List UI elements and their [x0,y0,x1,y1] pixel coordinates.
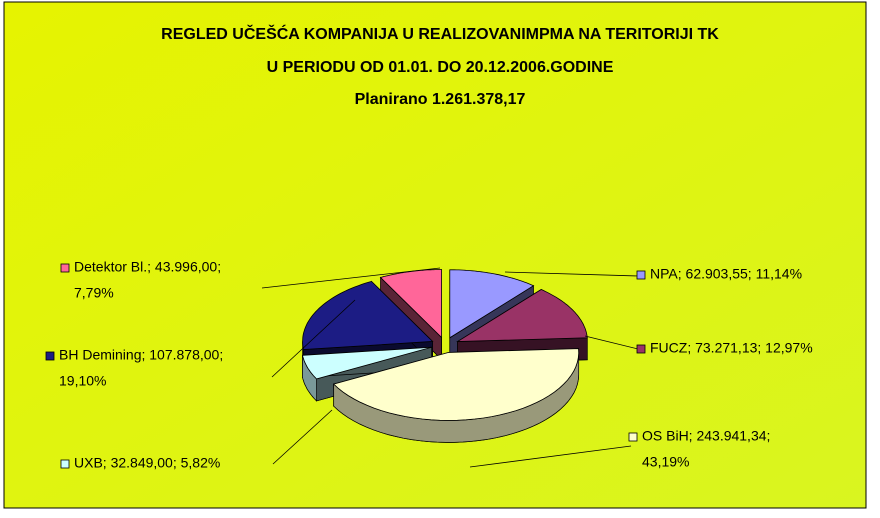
legend-swatch [45,351,55,361]
leader-line [504,271,639,277]
legend-swatch [60,263,70,273]
legend-swatch [628,432,638,442]
annotation: Planirano 1.261.378,17 [355,91,526,108]
data-label: BH Demining; 107.878,00; [59,347,223,363]
pie-slice [449,269,535,339]
chart-title: REGLED UČEŠĆA KOMPANIJA U REALIZOVANIMPM… [161,24,719,43]
leader-line [584,335,639,350]
pie-slice [332,348,580,421]
data-label: Detektor Bl.; 43.996,00; [74,259,221,275]
leader-line [469,445,632,468]
data-label: 43,19% [642,454,689,470]
data-label: UXB; 32.849,00; 5,82% [74,455,220,471]
data-label: 19,10% [59,373,106,389]
data-label: 7,79% [74,285,114,301]
pie-slice [302,280,434,350]
legend-swatch [636,270,646,280]
leader-line [272,409,333,465]
legend-swatch [636,344,646,354]
data-label: OS BiH; 243.941,34; [642,428,770,444]
chart-subtitle: U PERIODU OD 01.01. DO 20.12.2006.GODINE [267,59,614,76]
pie-slice [456,289,588,342]
data-label: FUCZ; 73.271,13; 12,97% [650,340,813,356]
data-label: NPA; 62.903,55; 11,14% [650,266,802,282]
legend-swatch [60,459,70,469]
pie-slice [301,346,432,380]
leader-line [271,299,356,378]
leader-line [261,267,441,289]
